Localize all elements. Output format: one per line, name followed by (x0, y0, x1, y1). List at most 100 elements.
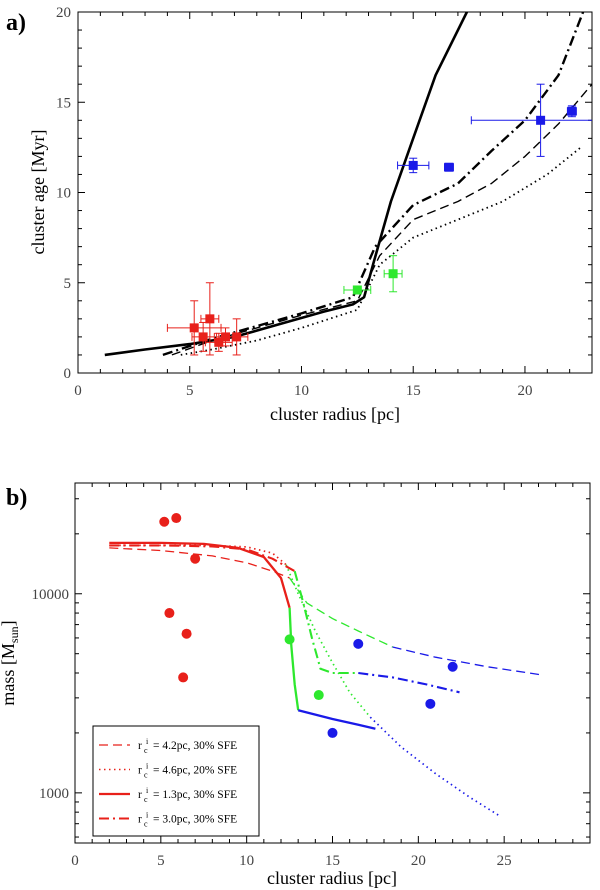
panel-a-label: a) (6, 10, 26, 36)
a-ytick-label-20: 20 (56, 5, 71, 21)
a-marker (198, 332, 208, 342)
a-marker (214, 337, 224, 347)
b-line-dotted-seg-1 (285, 564, 371, 718)
b-point-blue-clusters-1 (447, 661, 458, 672)
b-point-blue-clusters-3 (327, 727, 338, 738)
legend-symbol: r (138, 789, 142, 801)
a-xtick-label-15: 15 (406, 383, 421, 399)
panel-b-points (159, 513, 458, 738)
a-marker (567, 106, 577, 116)
legend-entry-0: r ic = 4.2pc, 30% SFE (99, 737, 237, 755)
a-ytick-label-15: 15 (56, 95, 71, 111)
a-point-blue-clusters-3 (566, 105, 577, 118)
legend-label: = 1.3pc, 30% SFE (153, 789, 237, 801)
b-xtick-label-5: 5 (157, 853, 165, 869)
b-line-solid-seg-2 (297, 709, 376, 730)
b-point-red-clusters-1 (171, 513, 182, 524)
legend-symbol: r (138, 765, 142, 777)
b-point-red-clusters-2 (190, 553, 201, 564)
a-point-blue-clusters-2 (470, 83, 592, 157)
a-marker (352, 285, 362, 295)
a-marker (408, 160, 418, 170)
a-ytick-label-0: 0 (64, 366, 72, 382)
a-point-red-clusters-0 (166, 300, 222, 356)
b-line-dash-dot-seg-0 (109, 544, 296, 573)
b-xtick-label-25: 25 (497, 853, 512, 869)
a-point-blue-clusters-0 (397, 157, 430, 174)
a-xtick-label-0: 0 (74, 383, 82, 399)
panel-a-frame (77, 11, 593, 374)
b-line-dash-dot-seg-1 (293, 570, 359, 675)
a-line-dashed (171, 83, 592, 356)
a-ytick-label-5: 5 (64, 276, 72, 292)
a-ytick-label-10: 10 (56, 186, 71, 202)
a-point-blue-clusters-1 (444, 162, 454, 172)
legend-sub: c (144, 746, 148, 755)
b-point-blue-clusters-2 (425, 698, 436, 709)
panel-b-ticks: 0 5 10 15 20 25 1000 10000 (32, 483, 591, 869)
legend-sub: c (144, 795, 148, 804)
panel-b-lines (109, 541, 544, 818)
a-marker (388, 269, 398, 279)
b-point-red-clusters-5 (178, 672, 189, 683)
legend-entry-3: r ic = 3.0pc, 30% SFE (99, 811, 237, 829)
legend-sub: c (144, 820, 148, 829)
a-line-solid (104, 12, 469, 357)
b-line-dotted-seg-2 (369, 716, 502, 818)
b-point-red-clusters-4 (181, 628, 192, 639)
a-point-green-clusters-1 (383, 255, 403, 293)
panel-b-ylabel: mass [Msun] (0, 620, 21, 705)
legend-sub: c (144, 771, 148, 780)
a-line-dash-dot (162, 12, 585, 357)
b-line-solid-seg-1 (288, 607, 300, 711)
b-xtick-label-15: 15 (325, 853, 340, 869)
legend-label: = 4.2pc, 30% SFE (153, 740, 237, 752)
a-point-red-clusters-5 (224, 318, 249, 356)
a-marker (232, 332, 242, 342)
legend-sup: i (146, 737, 149, 746)
b-ytick-label-10000: 10000 (32, 587, 70, 603)
legend-entry-1: r ic = 4.6pc, 20% SFE (99, 762, 237, 780)
a-xtick-label-10: 10 (294, 383, 309, 399)
panel-b-label: b) (6, 485, 27, 511)
a-marker (205, 314, 215, 324)
b-line-dashed-seg-2 (392, 646, 544, 676)
a-xtick-label-20: 20 (517, 383, 532, 399)
panel-a-ylabel: cluster age [Myr] (28, 130, 48, 255)
legend-label: = 3.0pc, 30% SFE (153, 814, 237, 826)
b-ytick-label-1000: 1000 (39, 786, 69, 802)
b-xtick-label-10: 10 (239, 853, 254, 869)
a-marker (444, 162, 454, 172)
legend-sup: i (146, 786, 149, 795)
legend-symbol: r (138, 814, 142, 826)
b-point-red-clusters-0 (159, 516, 170, 527)
panel-a-lines (104, 12, 592, 357)
b-point-blue-clusters-0 (353, 638, 364, 649)
b-line-solid-seg-0 (109, 541, 291, 609)
legend-sup: i (146, 811, 149, 820)
legend-sup: i (146, 762, 149, 771)
legend-label: = 4.6pc, 20% SFE (153, 765, 237, 777)
b-xtick-label-20: 20 (411, 853, 426, 869)
a-marker (536, 115, 546, 125)
panel-a-ticks: 0 5 10 15 20 0 5 10 15 20 (56, 5, 593, 399)
a-line-dotted (180, 146, 582, 356)
b-line-dashed-seg-0 (109, 547, 290, 579)
legend-entry-2: r ic = 1.3pc, 30% SFE (99, 786, 237, 804)
b-point-green-clusters-0 (284, 634, 295, 645)
panel-b-xlabel: cluster radius [pc] (267, 868, 397, 888)
a-marker (189, 323, 199, 333)
b-point-red-clusters-3 (164, 608, 175, 619)
a-xtick-label-5: 5 (186, 383, 194, 399)
b-line-dash-dot-seg-2 (358, 671, 460, 694)
a-point-green-clusters-0 (343, 285, 372, 295)
b-xtick-label-0: 0 (71, 853, 79, 869)
b-point-green-clusters-1 (313, 690, 324, 701)
a-point-red-clusters-3 (204, 332, 233, 352)
legend-symbol: r (138, 740, 142, 752)
panel-a-xlabel: cluster radius [pc] (270, 404, 400, 424)
